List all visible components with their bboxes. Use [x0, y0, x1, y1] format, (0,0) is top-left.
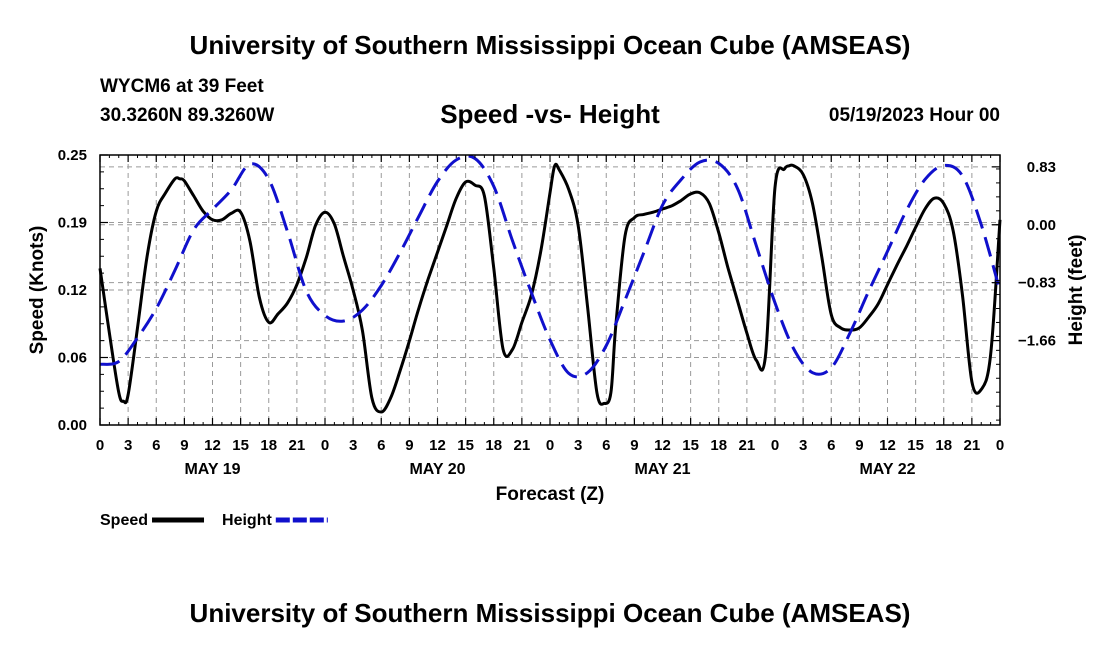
y2-axis-label: Height (feet) [1066, 235, 1087, 346]
y-tick-label: 0.00 [58, 417, 87, 434]
x-tick-label: 15 [232, 437, 249, 454]
x-tick-label: 12 [654, 437, 671, 454]
x-tick-label: 12 [879, 437, 896, 454]
chart-subtitle: Speed -vs- Height [440, 99, 660, 129]
x-tick-label: 0 [546, 437, 554, 454]
series-layer [98, 154, 1002, 414]
x-tick-label: 9 [180, 437, 188, 454]
day-label: MAY 19 [184, 461, 240, 478]
axes: 0 3 6 9 12 15 18 21 0 3 6 9 12 15 18 21 0 3 6 9 12 15 18 21 0 3 6 9… [58, 147, 1056, 478]
y-tick-label: 0.12 [58, 282, 87, 299]
x-tick-label: 0 [96, 437, 104, 454]
x-tick-label: 15 [907, 437, 924, 454]
y2-tick-label: 0.83 [1027, 159, 1056, 176]
x-tick-label: 21 [964, 437, 981, 454]
x-tick-label: 6 [152, 437, 160, 454]
x-tick-label: 6 [827, 437, 835, 454]
x-tick-label: 0 [321, 437, 329, 454]
day-label: MAY 20 [409, 461, 465, 478]
x-tick-label: 15 [457, 437, 474, 454]
x-tick-label: 21 [289, 437, 306, 454]
coordinates-label: 30.3260N 89.3260W [100, 105, 275, 126]
x-tick-label: 6 [602, 437, 610, 454]
x-tick-label: 18 [485, 437, 502, 454]
x-tick-label: 12 [204, 437, 221, 454]
y-axis-label: Speed (Knots) [27, 226, 48, 355]
height-legend-label: Height [222, 512, 272, 529]
x-tick-label: 6 [377, 437, 385, 454]
x-tick-label: 21 [514, 437, 531, 454]
x-tick-label: 9 [855, 437, 863, 454]
x-tick-label: 0 [771, 437, 779, 454]
legend: Speed Height [100, 512, 328, 529]
day-label: MAY 21 [634, 461, 690, 478]
station-label: WYCM6 at 39 Feet [100, 76, 264, 97]
y2-tick-label: −1.66 [1018, 333, 1056, 350]
x-tick-label: 0 [996, 437, 1004, 454]
x-tick-label: 9 [630, 437, 638, 454]
speed-series-line [98, 162, 1002, 414]
grid-lines [100, 155, 1000, 425]
y-tick-label: 0.19 [58, 215, 87, 232]
footer-title: University of Southern Mississippi Ocean… [189, 598, 911, 628]
x-axis-label: Forecast (Z) [496, 484, 605, 505]
x-tick-label: 18 [935, 437, 952, 454]
day-label: MAY 22 [859, 461, 915, 478]
y2-tick-label: 0.00 [1027, 217, 1056, 234]
y-tick-label: 0.25 [58, 147, 87, 164]
x-tick-label: 3 [799, 437, 807, 454]
x-tick-label: 9 [405, 437, 413, 454]
x-tick-label: 15 [682, 437, 699, 454]
y-tick-label: 0.06 [58, 350, 87, 367]
x-tick-label: 12 [429, 437, 446, 454]
x-tick-label: 18 [260, 437, 277, 454]
x-tick-label: 3 [349, 437, 357, 454]
height-series-line [99, 154, 1002, 379]
chart-main-title: University of Southern Mississippi Ocean… [189, 30, 911, 60]
x-tick-label: 18 [710, 437, 727, 454]
forecast-datetime: 05/19/2023 Hour 00 [828, 105, 1000, 126]
x-tick-label: 3 [124, 437, 132, 454]
y2-tick-label: −0.83 [1018, 275, 1056, 292]
speed-legend-label: Speed [100, 512, 148, 529]
x-tick-label: 3 [574, 437, 582, 454]
x-tick-label: 21 [739, 437, 756, 454]
